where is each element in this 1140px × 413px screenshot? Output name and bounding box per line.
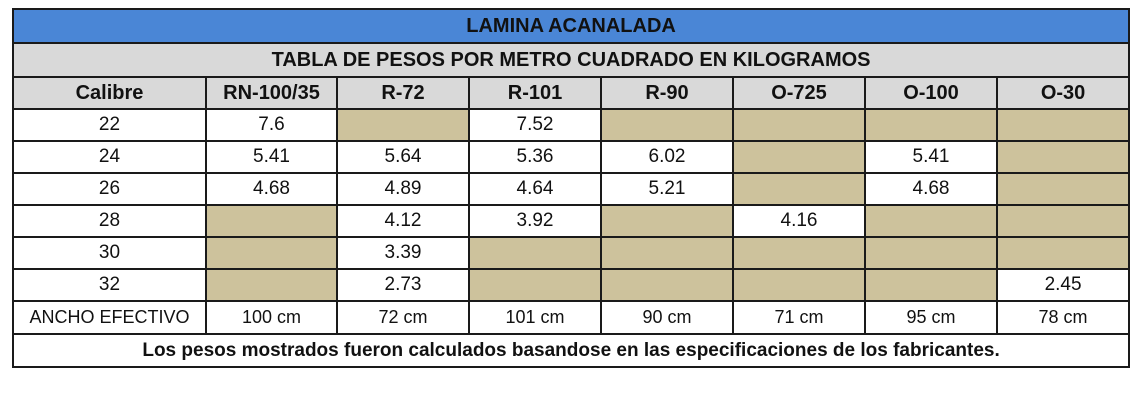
empty-cell — [995, 108, 1131, 142]
ancho-efectivo-value: 90 cm — [600, 300, 734, 335]
weight-cell: 3.39 — [336, 236, 470, 270]
empty-cell — [995, 204, 1131, 238]
header-r-90: R-90 — [600, 76, 734, 110]
ancho-efectivo-value: 100 cm — [205, 300, 338, 335]
subtitle-row: TABLA DE PESOS POR METRO CUADRADO EN KIL… — [11, 42, 1131, 78]
table-row: 24 5.41 5.64 5.36 6.02 5.41 — [12, 140, 1131, 174]
empty-cell — [864, 268, 998, 302]
empty-cell — [864, 108, 998, 142]
empty-cell — [864, 236, 998, 270]
weight-cell: 4.89 — [336, 172, 470, 206]
ancho-efectivo-value: 95 cm — [864, 300, 998, 335]
ancho-efectivo-value: 101 cm — [468, 300, 602, 335]
weight-cell: 5.41 — [864, 140, 998, 174]
weight-cell: 7.52 — [468, 108, 602, 142]
weight-cell: 4.64 — [468, 172, 602, 206]
empty-cell — [600, 204, 734, 238]
empty-cell — [600, 268, 734, 302]
header-r-101: R-101 — [468, 76, 602, 110]
table-body: LAMINA ACANALADA TABLA DE PESOS POR METR… — [11, 8, 1131, 110]
calibre-cell: 32 — [12, 268, 207, 302]
table-row: 22 7.6 7.52 — [12, 108, 1131, 142]
calibre-cell: 30 — [12, 236, 207, 270]
header-r-72: R-72 — [336, 76, 470, 110]
empty-cell — [205, 204, 338, 238]
empty-cell — [468, 236, 602, 270]
weight-cell: 4.68 — [864, 172, 998, 206]
ancho-efectivo-value: 78 cm — [995, 300, 1131, 335]
empty-cell — [995, 172, 1131, 206]
title-row: LAMINA ACANALADA — [11, 8, 1131, 44]
weight-cell: 5.41 — [205, 140, 338, 174]
table-row: 28 4.12 3.92 4.16 — [12, 204, 1131, 238]
table-title: LAMINA ACANALADA — [11, 8, 1131, 44]
footer-rows: ANCHO EFECTIVO 100 cm 72 cm 101 cm 90 cm 71 … — [11, 300, 1131, 368]
weight-cell: 5.21 — [600, 172, 734, 206]
ancho-efectivo-row: ANCHO EFECTIVO 100 cm 72 cm 101 cm 90 cm 71 … — [12, 300, 1131, 335]
ancho-efectivo-value: 72 cm — [336, 300, 470, 335]
header-calibre: Calibre — [12, 76, 207, 110]
weight-cell: 4.16 — [732, 204, 866, 238]
ancho-efectivo-value: 71 cm — [732, 300, 866, 335]
empty-cell — [995, 236, 1131, 270]
ancho-efectivo-label: ANCHO EFECTIVO — [12, 300, 207, 335]
table-row: 26 4.68 4.89 4.64 5.21 4.68 — [12, 172, 1131, 206]
empty-cell — [732, 172, 866, 206]
empty-cell — [600, 108, 734, 142]
empty-cell — [336, 108, 470, 142]
weight-cell: 4.68 — [205, 172, 338, 206]
calibre-cell: 22 — [12, 108, 207, 142]
table-row: 30 3.39 — [12, 236, 1131, 270]
empty-cell — [205, 268, 338, 302]
calibre-cell: 24 — [12, 140, 207, 174]
weight-cell: 5.64 — [336, 140, 470, 174]
weight-table-container: LAMINA ACANALADA TABLA DE PESOS POR METR… — [11, 8, 1131, 368]
data-rows: 22 7.6 7.52 24 5.41 5.64 5.36 6.02 5.41 26 4.68 4.8… — [12, 108, 1131, 302]
table-subtitle: TABLA DE PESOS POR METRO CUADRADO EN KIL… — [11, 42, 1131, 78]
weight-table: LAMINA ACANALADA TABLA DE PESOS POR METR… — [11, 8, 1131, 368]
empty-cell — [732, 268, 866, 302]
weight-cell: 6.02 — [600, 140, 734, 174]
empty-cell — [600, 236, 734, 270]
weight-cell: 5.36 — [468, 140, 602, 174]
empty-cell — [732, 140, 866, 174]
empty-cell — [732, 236, 866, 270]
weight-cell: 3.92 — [468, 204, 602, 238]
weight-cell: 2.45 — [995, 268, 1131, 302]
header-o-30: O-30 — [995, 76, 1131, 110]
empty-cell — [995, 140, 1131, 174]
header-rn-100-35: RN-100/35 — [205, 76, 338, 110]
header-o-100: O-100 — [864, 76, 998, 110]
note-row: Los pesos mostrados fueron calculados ba… — [11, 333, 1131, 368]
empty-cell — [468, 268, 602, 302]
weight-cell: 4.12 — [336, 204, 470, 238]
footnote: Los pesos mostrados fueron calculados ba… — [11, 333, 1131, 368]
header-o-725: O-725 — [732, 76, 866, 110]
table-row: 32 2.73 2.45 — [12, 268, 1131, 302]
empty-cell — [864, 204, 998, 238]
weight-cell: 2.73 — [336, 268, 470, 302]
calibre-cell: 26 — [12, 172, 207, 206]
calibre-cell: 28 — [12, 204, 207, 238]
weight-cell: 7.6 — [205, 108, 338, 142]
column-header-row: Calibre RN-100/35 R-72 R-101 R-90 O-725 O-100 O… — [12, 76, 1131, 110]
empty-cell — [732, 108, 866, 142]
empty-cell — [205, 236, 338, 270]
